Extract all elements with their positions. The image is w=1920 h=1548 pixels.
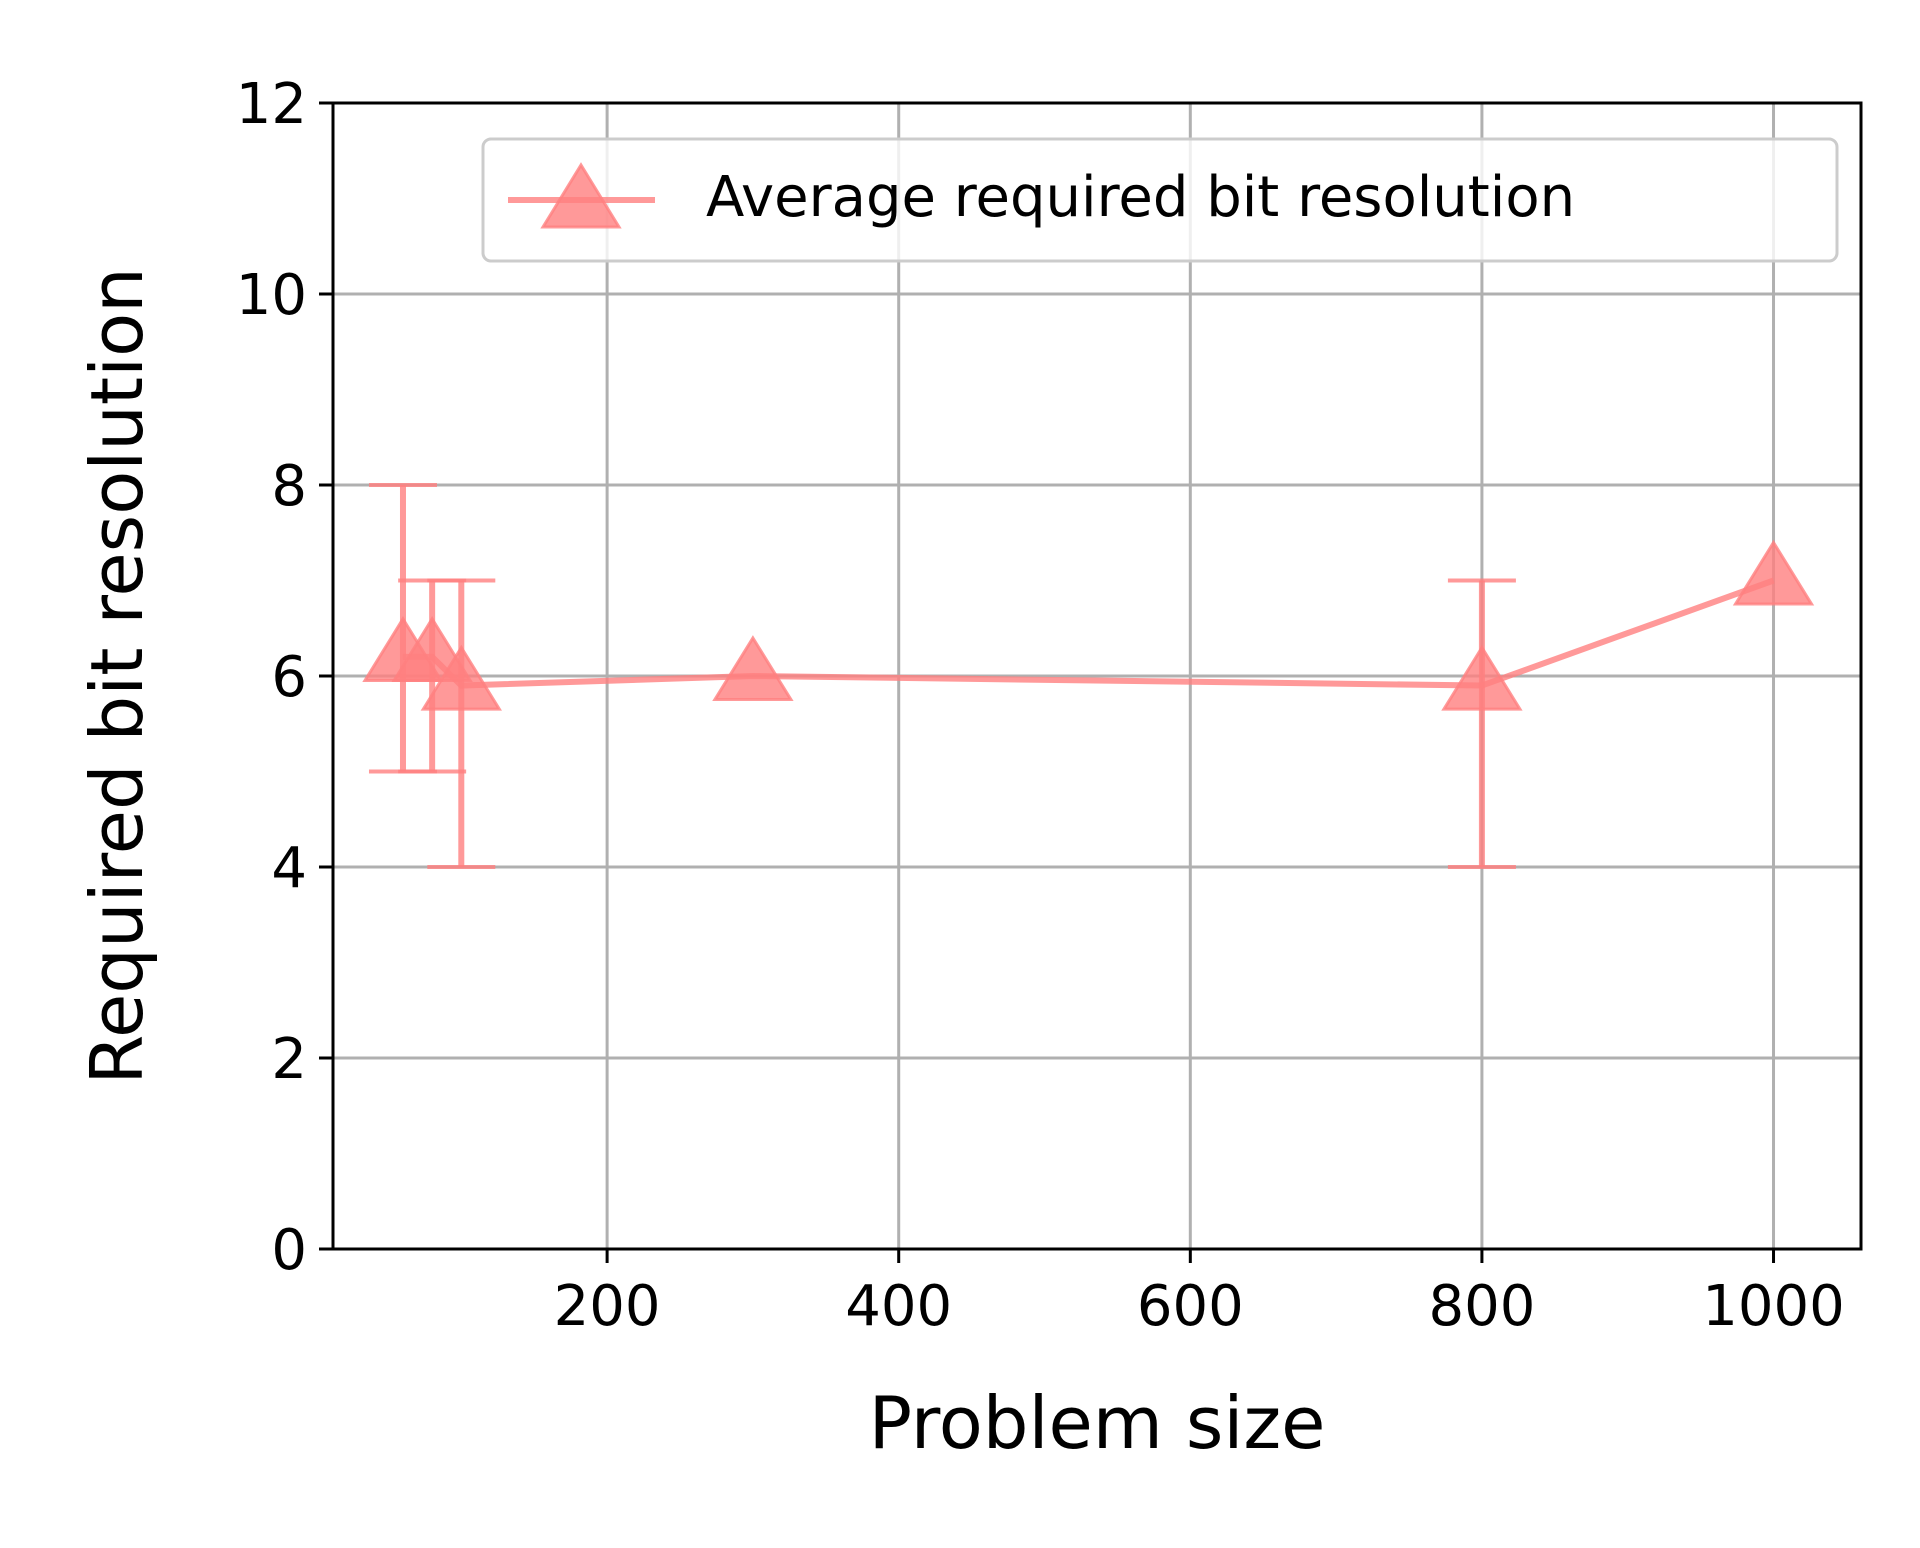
data-point-marker (1441, 644, 1523, 711)
data-point-marker (712, 635, 794, 702)
y-tick-label: 6 (271, 645, 307, 710)
error-bar (1447, 578, 1516, 869)
y-tick-label: 12 (236, 72, 307, 137)
ticks-layer: 200 400 600 800 1000 0 2 4 6 8 10 12 (236, 72, 1845, 1339)
legend: Average required bit resolution (481, 137, 1839, 263)
legend-marker-swatch (540, 162, 622, 229)
x-tick-label: 400 (845, 1274, 952, 1339)
y-tick-label: 0 (271, 1218, 307, 1283)
y-tick-label: 8 (271, 454, 307, 519)
x-axis-label: Problem size (869, 1381, 1326, 1465)
grid-layer (333, 103, 1861, 1249)
legend-label: Average required bit resolution (706, 165, 1575, 230)
y-tick-label: 10 (236, 263, 307, 328)
data-point-marker (1732, 539, 1815, 606)
x-tick-label: 600 (1137, 1274, 1244, 1339)
x-tick-label: 200 (554, 1274, 661, 1339)
data-point-marker (420, 644, 502, 711)
x-tick-label: 1000 (1702, 1274, 1845, 1339)
x-tick-label: 800 (1428, 1274, 1535, 1339)
y-tick-label: 4 (271, 836, 307, 901)
y-axis-label: Required bit resolution (75, 267, 159, 1085)
series-layer (362, 483, 1815, 869)
legend-box (481, 137, 1839, 263)
y-tick-label: 2 (271, 1027, 307, 1092)
error-bar (427, 578, 496, 869)
